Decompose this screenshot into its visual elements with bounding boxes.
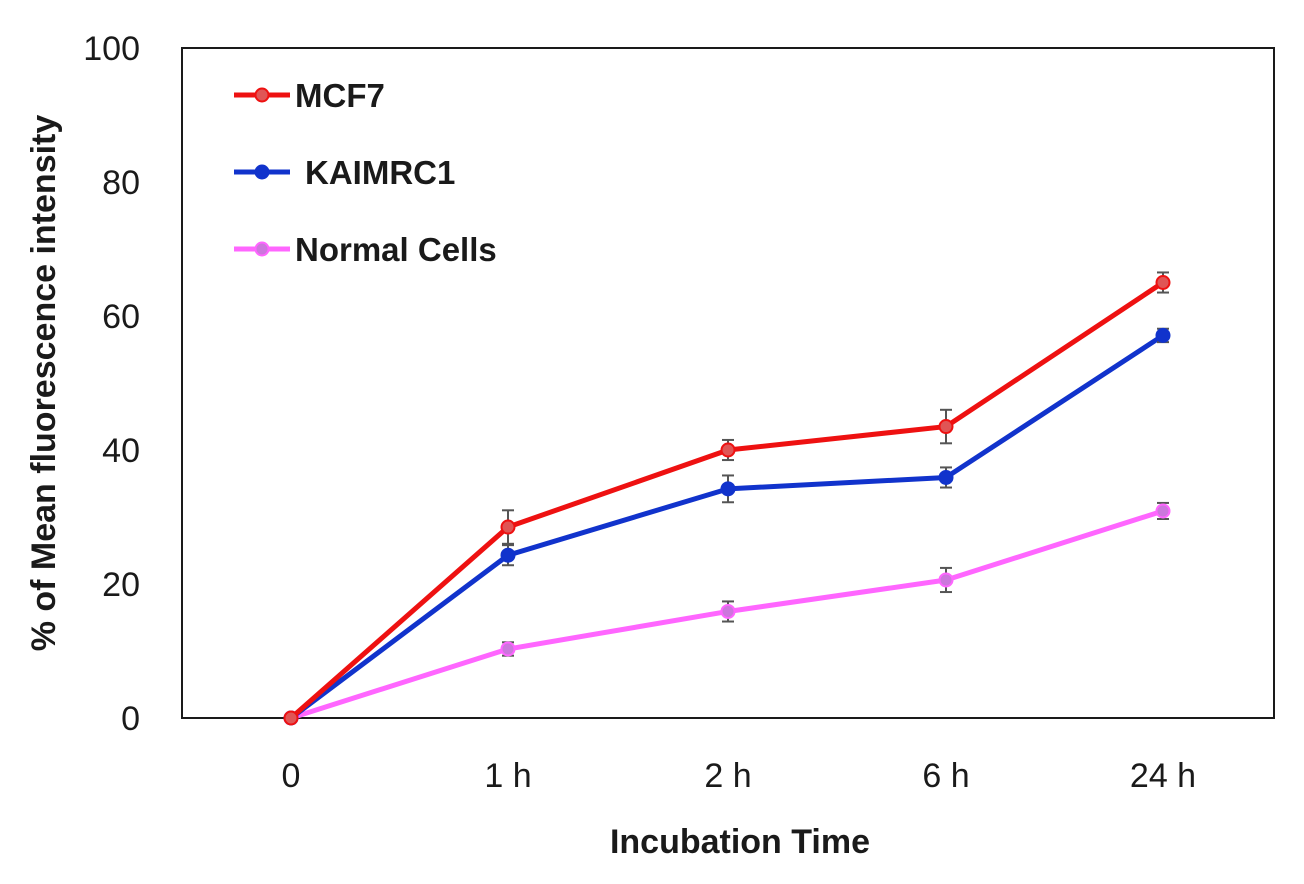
data-point (938, 572, 954, 588)
y-tick-label: 100 (83, 30, 140, 68)
data-point (1155, 327, 1171, 343)
x-axis-ticks: 0 1 h 2 h 6 h 24 h (282, 757, 1197, 795)
x-tick-label: 0 (282, 757, 301, 795)
data-point (500, 547, 516, 563)
x-axis-title: Incubation Time (610, 823, 870, 861)
x-tick-label: 2 h (704, 757, 751, 795)
data-point (938, 419, 954, 435)
data-point (938, 469, 954, 485)
series-kaimrc1 (283, 327, 1171, 726)
legend-marker (254, 241, 270, 257)
series-layer (283, 271, 1171, 726)
legend-marker (254, 164, 270, 180)
data-point (500, 519, 516, 535)
y-tick-label: 80 (102, 164, 140, 202)
data-point (283, 710, 299, 726)
legend-label: KAIMRC1 (305, 154, 455, 191)
series-mcf7 (283, 271, 1171, 726)
legend-marker (254, 87, 270, 103)
y-tick-label: 0 (121, 700, 140, 738)
legend-label: MCF7 (295, 77, 385, 114)
x-tick-label: 1 h (484, 757, 531, 795)
data-point (720, 481, 736, 497)
legend-entry: KAIMRC1 (234, 154, 455, 191)
data-point (500, 641, 516, 657)
data-point (1155, 275, 1171, 290)
x-tick-label: 24 h (1130, 757, 1196, 795)
y-tick-label: 40 (102, 432, 140, 470)
y-axis-title: % of Mean fluorescence intensity (25, 115, 63, 652)
series-normal-cells (283, 501, 1171, 726)
data-point (1155, 503, 1171, 519)
data-point (720, 442, 736, 458)
legend-entry: Normal Cells (234, 231, 497, 268)
x-tick-label: 6 h (922, 757, 969, 795)
legend-label: Normal Cells (295, 231, 497, 268)
legend-entry: MCF7 (234, 77, 385, 114)
legend: MCF7 KAIMRC1 Normal Cells (234, 77, 497, 268)
y-tick-label: 20 (102, 566, 140, 604)
data-point (720, 603, 736, 619)
y-axis-ticks: 0 20 40 60 80 100 (83, 30, 140, 738)
y-tick-label: 60 (102, 298, 140, 336)
